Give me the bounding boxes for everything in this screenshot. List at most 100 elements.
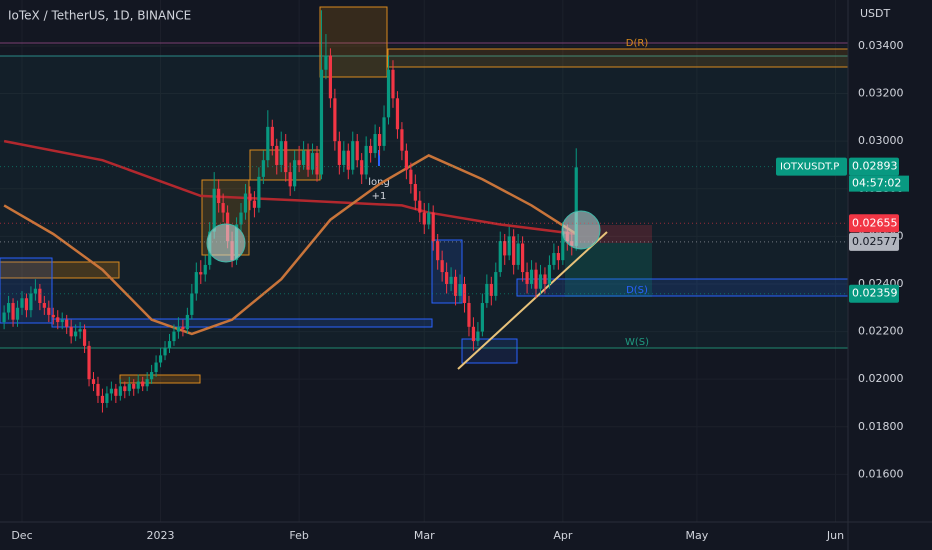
- candle-body: [449, 276, 453, 284]
- candle-body: [185, 314, 189, 330]
- candle-body: [212, 188, 216, 232]
- candle-body: [351, 141, 355, 170]
- candle-body: [42, 303, 46, 308]
- candle-body: [453, 276, 458, 296]
- candle-body: [400, 129, 404, 151]
- candle-body: [480, 303, 484, 332]
- price-badge-label: 0.02893: [852, 160, 898, 173]
- candle-body: [431, 212, 435, 242]
- candle-body: [293, 160, 297, 187]
- candle-body: [467, 303, 471, 327]
- y-tick-label: 0.01800: [858, 420, 904, 433]
- symbol-badge: [776, 157, 847, 176]
- candle-body: [306, 150, 310, 170]
- candle-body: [194, 272, 198, 294]
- candle-body: [6, 303, 11, 313]
- candle-body: [373, 134, 377, 154]
- candle-body: [561, 231, 565, 261]
- annotation: long: [368, 177, 390, 188]
- price-badge: [849, 214, 899, 233]
- candle-body: [56, 317, 60, 323]
- box: [0, 261, 120, 279]
- candle-body: [252, 200, 257, 208]
- candle-body: [199, 272, 203, 275]
- price-badge-label: 0.02655: [852, 216, 898, 229]
- candle-body: [96, 383, 100, 396]
- y-tick-label: 0.02200: [858, 325, 904, 338]
- candle-body: [418, 200, 422, 213]
- candle-body: [100, 395, 105, 403]
- candle-body: [2, 312, 6, 323]
- candle-body: [328, 55, 333, 99]
- candle-body: [33, 288, 38, 294]
- candle-body: [319, 69, 324, 175]
- candle-body: [552, 253, 556, 265]
- candle-body: [154, 362, 158, 373]
- candle-body: [547, 264, 552, 284]
- candle-body: [529, 269, 534, 284]
- candle-body: [409, 169, 413, 184]
- candle-body: [29, 293, 33, 311]
- annotation: D(R): [626, 38, 649, 49]
- candle-body: [69, 326, 73, 337]
- candle-body: [257, 176, 261, 208]
- candle-body: [221, 203, 225, 213]
- candle-body: [315, 153, 319, 175]
- candle-body: [105, 393, 109, 403]
- candle-body: [427, 212, 431, 225]
- candle-body: [440, 260, 444, 273]
- candle-body: [74, 331, 78, 337]
- candle-body: [279, 141, 283, 165]
- x-tick-label: 2023: [147, 529, 175, 542]
- candle-body: [310, 153, 315, 170]
- candle-body: [261, 160, 265, 177]
- candle-body: [507, 236, 511, 256]
- candle-body: [181, 326, 185, 330]
- candle-body: [284, 141, 288, 173]
- candle-body: [516, 243, 520, 265]
- candle-body: [176, 326, 181, 332]
- y-tick-label: 0.03200: [858, 87, 904, 100]
- candle-body: [337, 141, 341, 165]
- axes: 0.034000.032000.030000.028000.026000.024…: [0, 39, 909, 542]
- resistance-zone: [387, 48, 849, 68]
- candle-body: [78, 329, 82, 332]
- price-badge-label: 0.02577: [852, 235, 898, 248]
- price-badge: [849, 284, 899, 303]
- candle-body: [543, 274, 547, 284]
- drawings: D(R) D(S) W(S) long +1: [0, 6, 849, 384]
- candle-body: [521, 243, 525, 273]
- candle-body: [15, 307, 20, 320]
- candle-body: [266, 126, 270, 161]
- countdown-badge: [849, 175, 909, 192]
- candle-body: [150, 372, 154, 380]
- price-badge: [849, 232, 899, 251]
- candle-body: [60, 319, 64, 323]
- candle-body: [556, 253, 560, 261]
- candle-body: [163, 348, 167, 356]
- candle-body: [270, 126, 274, 146]
- box: [461, 338, 518, 364]
- candle-body: [109, 388, 113, 394]
- trend-line: [457, 231, 608, 370]
- candle-body: [355, 141, 359, 161]
- candle-body: [203, 264, 207, 275]
- candle-body: [24, 298, 29, 311]
- candle-body: [248, 193, 252, 201]
- candle-body: [534, 269, 538, 289]
- candle-body: [239, 212, 243, 225]
- candle-body: [297, 160, 301, 165]
- y-tick-label: 0.01600: [858, 467, 904, 480]
- candle-body: [20, 298, 24, 308]
- symbol-label: IOTXUSDT.P: [780, 162, 839, 173]
- candle-body: [132, 383, 136, 389]
- target-zone: [565, 243, 652, 297]
- candle-body: [11, 303, 15, 320]
- y-tick-label: 0.02000: [858, 372, 904, 385]
- highlights: [206, 210, 601, 263]
- candle-body: [118, 386, 122, 396]
- candle-body: [503, 241, 507, 256]
- candle-body: [190, 293, 194, 315]
- price-badge-label: 0.02359: [852, 287, 898, 300]
- candle-body: [145, 379, 149, 387]
